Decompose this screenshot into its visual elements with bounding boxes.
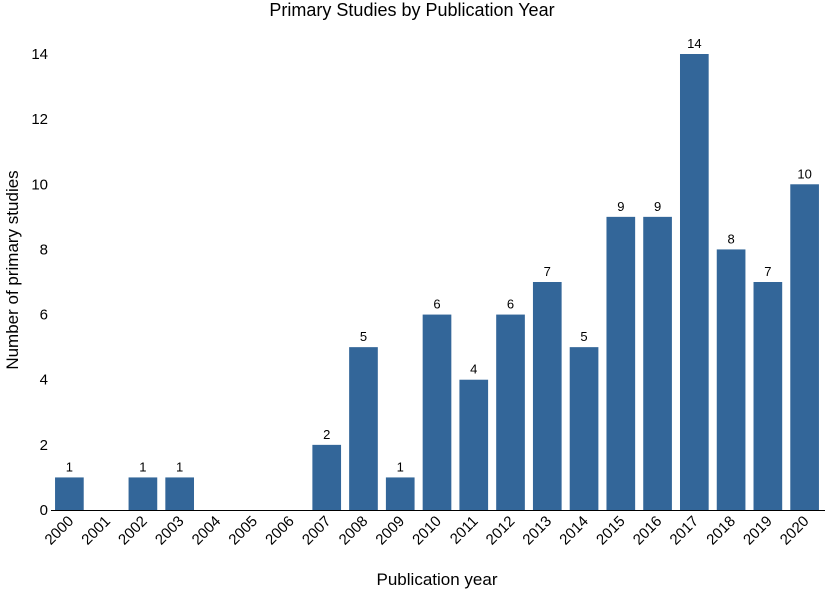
y-axis: 0 2 4 6 8 10 12 14 xyxy=(31,46,48,519)
bar-value-label: 1 xyxy=(397,459,404,474)
bar xyxy=(496,314,525,510)
bar-value-label: 6 xyxy=(507,297,514,312)
bar-value-label: 9 xyxy=(617,199,624,214)
bar-value-label: 5 xyxy=(360,329,367,344)
x-tick-label: 2016 xyxy=(630,513,666,549)
x-tick-label: 2009 xyxy=(372,513,408,549)
bar xyxy=(643,216,672,510)
bar-value-label: 5 xyxy=(580,329,587,344)
bar xyxy=(532,282,562,510)
x-axis-title: Publication year xyxy=(377,570,498,589)
bar-value-label: 6 xyxy=(433,297,440,312)
x-tick-label: 2015 xyxy=(593,513,629,549)
bar-value-label: 7 xyxy=(544,264,551,279)
y-tick-label: 6 xyxy=(40,307,48,324)
bar xyxy=(128,477,158,510)
bar-value-label: 1 xyxy=(139,459,146,474)
bar xyxy=(606,216,636,510)
bar xyxy=(312,444,342,510)
bar xyxy=(385,477,415,510)
x-tick-label: 2018 xyxy=(703,513,739,549)
x-axis: 2000 2001 2002 2003 2004 2005 2006 2007 2008 2009… xyxy=(42,513,813,549)
bar xyxy=(679,54,709,510)
bar-value-label: 7 xyxy=(764,264,771,279)
bar-value-label: 9 xyxy=(654,199,661,214)
x-tick-label: 2003 xyxy=(152,513,188,549)
y-tick-label: 0 xyxy=(40,502,48,519)
bar-value-label: 4 xyxy=(470,362,477,377)
bar xyxy=(459,379,489,510)
bar xyxy=(753,282,783,510)
data-labels: 1 1 1 2 5 1 6 4 6 7 5 9 9 14 8 7 10 xyxy=(66,36,812,474)
bar-value-label: 8 xyxy=(727,231,734,246)
x-tick-label: 2002 xyxy=(115,513,151,549)
bar xyxy=(165,477,195,510)
bar xyxy=(422,314,452,510)
bar-value-label: 1 xyxy=(176,459,183,474)
bar-value-label: 10 xyxy=(797,166,811,181)
y-tick-label: 10 xyxy=(31,176,48,193)
y-tick-label: 2 xyxy=(40,437,48,454)
x-tick-label: 2008 xyxy=(336,513,372,549)
bar-value-label: 1 xyxy=(66,459,73,474)
x-tick-label: 2020 xyxy=(777,513,813,549)
x-tick-label: 2007 xyxy=(299,513,335,549)
bar-value-label: 2 xyxy=(323,427,330,442)
x-tick-label: 2017 xyxy=(667,513,703,549)
x-tick-label: 2004 xyxy=(189,513,225,549)
bar xyxy=(349,347,378,510)
x-tick-label: 2001 xyxy=(78,513,114,549)
bar xyxy=(790,184,819,511)
bar xyxy=(569,347,599,510)
x-tick-label: 2011 xyxy=(447,513,482,548)
bars xyxy=(55,54,819,511)
x-tick-label: 2006 xyxy=(262,513,298,549)
bar-value-label: 14 xyxy=(687,36,701,51)
x-tick-label: 2014 xyxy=(556,513,592,549)
x-tick-label: 2012 xyxy=(483,513,519,549)
bar xyxy=(55,477,84,510)
x-tick-label: 2010 xyxy=(409,513,445,549)
y-tick-label: 12 xyxy=(31,111,48,128)
chart-title: Primary Studies by Publication Year xyxy=(269,0,554,20)
x-tick-label: 2005 xyxy=(225,513,261,549)
bar xyxy=(716,249,746,510)
y-tick-label: 8 xyxy=(40,241,48,258)
y-tick-label: 4 xyxy=(40,372,48,389)
y-tick-label: 14 xyxy=(31,46,48,63)
x-tick-label: 2019 xyxy=(740,513,776,549)
x-tick-label: 2013 xyxy=(519,513,555,549)
y-axis-title: Number of primary studies xyxy=(3,170,22,369)
